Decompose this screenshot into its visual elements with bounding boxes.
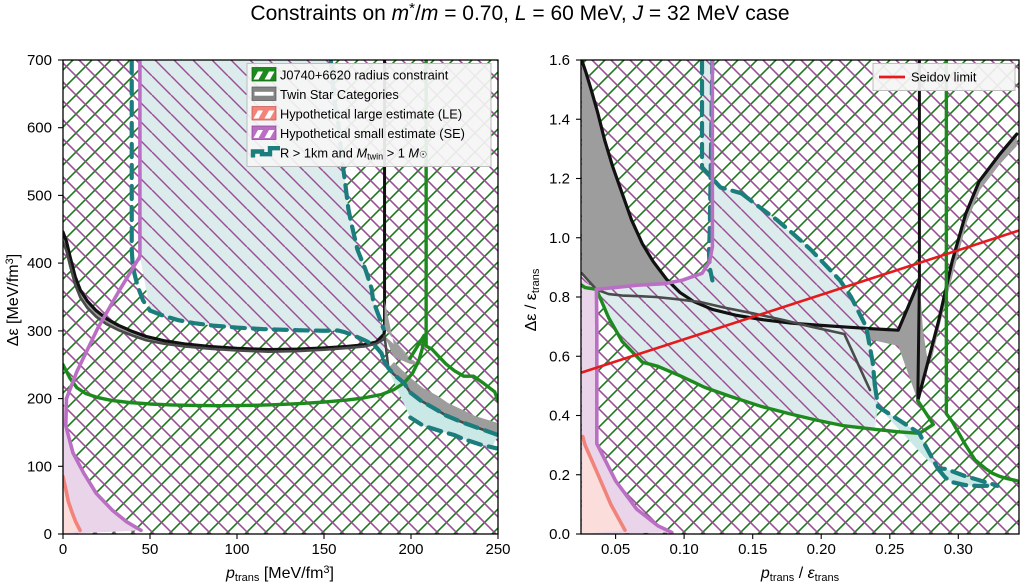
svg-text:Hypothetical small estimate (S: Hypothetical small estimate (SE) [280, 126, 465, 141]
svg-text:0.10: 0.10 [669, 541, 698, 558]
svg-text:J0740+6620 radius constraint: J0740+6620 radius constraint [280, 68, 449, 83]
svg-text:Hypothetical large estimate (L: Hypothetical large estimate (LE) [280, 107, 462, 122]
svg-text:0.05: 0.05 [601, 541, 630, 558]
svg-text:Seidov limit: Seidov limit [911, 70, 977, 85]
svg-text:0.20: 0.20 [807, 541, 836, 558]
svg-text:100: 100 [27, 458, 52, 475]
svg-text:Δε / εtrans: Δε / εtrans [523, 268, 542, 331]
svg-text:0.15: 0.15 [738, 541, 767, 558]
svg-text:0.4: 0.4 [549, 408, 570, 425]
svg-text:100: 100 [224, 541, 249, 558]
svg-text:250: 250 [485, 541, 510, 558]
svg-text:ptrans [MeV/fm3]: ptrans [MeV/fm3] [225, 564, 334, 584]
svg-text:1.6: 1.6 [549, 52, 570, 69]
svg-text:700: 700 [27, 52, 52, 69]
svg-text:400: 400 [27, 255, 52, 272]
svg-text:200: 200 [398, 541, 423, 558]
svg-text:0.2: 0.2 [549, 467, 570, 484]
svg-text:0.6: 0.6 [549, 348, 570, 365]
svg-text:Twin Star Categories: Twin Star Categories [280, 87, 399, 102]
svg-text:1.0: 1.0 [549, 230, 570, 247]
svg-text:0: 0 [59, 541, 67, 558]
svg-text:ptrans / εtrans: ptrans / εtrans [760, 565, 840, 584]
svg-text:200: 200 [27, 391, 52, 408]
svg-text:500: 500 [27, 187, 52, 204]
svg-text:Constraints on m*/m = 0.70, L: Constraints on m*/m = 0.70, L = 60 MeV, … [250, 0, 789, 25]
svg-text:1.4: 1.4 [549, 111, 570, 128]
svg-text:0: 0 [44, 526, 52, 543]
svg-text:50: 50 [142, 541, 159, 558]
svg-text:0.0: 0.0 [549, 526, 570, 543]
svg-text:0.8: 0.8 [549, 289, 570, 306]
svg-text:300: 300 [27, 323, 52, 340]
svg-text:1.2: 1.2 [549, 171, 570, 188]
svg-text:600: 600 [27, 120, 52, 137]
svg-text:0.25: 0.25 [875, 541, 904, 558]
svg-text:0.30: 0.30 [944, 541, 973, 558]
svg-text:R > 1km and Mtwin > 1 M☉: R > 1km and Mtwin > 1 M☉ [280, 146, 427, 162]
svg-text:Δε [MeV/fm3]: Δε [MeV/fm3] [4, 254, 22, 346]
svg-text:150: 150 [311, 541, 336, 558]
